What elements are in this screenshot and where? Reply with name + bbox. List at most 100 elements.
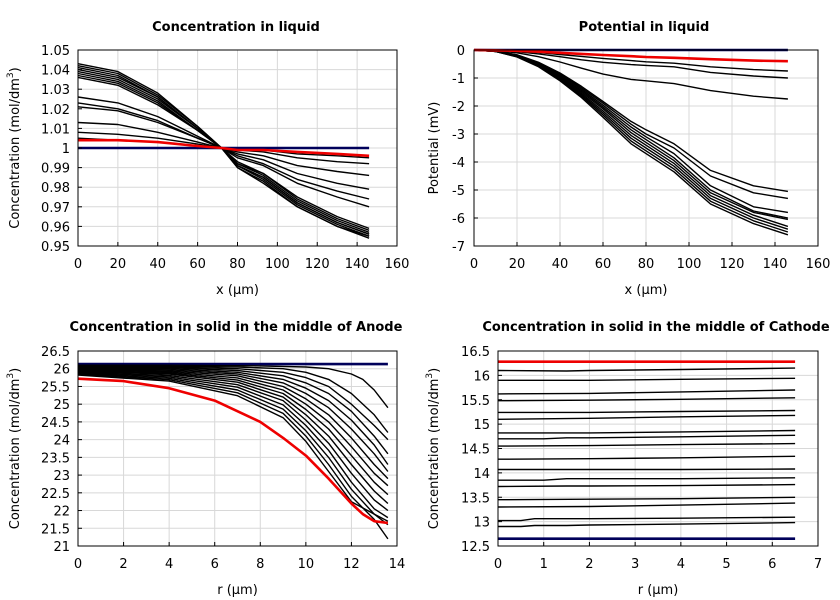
y-tick-label: 22.5 <box>41 487 70 502</box>
y-tick-label: 1.03 <box>41 83 70 98</box>
x-tick-label: 8 <box>256 557 264 572</box>
y-tick-label: 26.5 <box>41 345 70 360</box>
series-line-t9 <box>473 49 789 193</box>
y-tick-label: 1 <box>62 142 70 157</box>
y-tick-label: 15 <box>473 418 490 433</box>
series-line-a12 <box>77 372 389 519</box>
x-tick-label: 0 <box>74 557 82 572</box>
y-tick-label: 0.96 <box>41 220 70 235</box>
x-tick-label: 80 <box>229 257 246 272</box>
x-tick-label: 4 <box>165 557 173 572</box>
series-line-a2 <box>77 365 389 433</box>
chart-title: Concentration in liquid <box>152 20 320 35</box>
series-line-a8 <box>77 369 389 487</box>
y-tick-label: 0.98 <box>41 181 70 196</box>
y-axis-label-main: Concentration (mol/dm <box>8 78 23 229</box>
x-axis-label: x (μm) <box>625 283 668 298</box>
y-axis-label: Concentration (mol/dm3) <box>6 368 23 530</box>
x-tick-label: 2 <box>119 557 127 572</box>
series-line-a9 <box>77 370 389 496</box>
x-tick-label: 140 <box>345 257 370 272</box>
y-tick-label: 14 <box>473 467 490 482</box>
y-tick-label: 0 <box>457 44 465 59</box>
x-tick-label: 0 <box>470 257 478 272</box>
series-line-c9 <box>497 442 796 447</box>
series-line-c14 <box>497 397 796 402</box>
y-tick-label: 26 <box>53 363 70 378</box>
x-tick-label: 60 <box>595 257 612 272</box>
series-line-a6 <box>77 368 389 472</box>
series-line-c6 <box>498 477 796 481</box>
x-tick-label: 12 <box>343 557 360 572</box>
y-tick-label: 23 <box>53 469 70 484</box>
series-line-c13 <box>498 409 796 414</box>
x-tick-label: 5 <box>722 557 730 572</box>
y-axis-label: Concentration (mol/dm3) <box>6 67 23 229</box>
x-tick-label: 100 <box>265 257 290 272</box>
y-tick-label: 16 <box>473 369 490 384</box>
series-line-c12 <box>497 414 796 420</box>
x-tick-label: 10 <box>298 557 315 572</box>
series-line-a1 <box>78 364 389 409</box>
y-axis-label-main: Concentration (mol/dm <box>8 379 23 530</box>
y-tick-label: 12.5 <box>461 540 490 555</box>
x-tick-label: 20 <box>110 257 127 272</box>
series-line-a4 <box>77 366 389 455</box>
series-line-a7 <box>77 368 389 480</box>
x-tick-label: 3 <box>631 557 639 572</box>
y-tick-label: 15.5 <box>461 394 490 409</box>
y-tick-label: -3 <box>452 128 465 143</box>
chart-anode-solid-concentration: 0 2 4 6 8 10 12 142121.52222.52323.52424.52525.… <box>6 320 405 598</box>
series-line-c17 <box>497 367 796 372</box>
x-tick-label: 0 <box>494 557 502 572</box>
x-tick-label: 160 <box>806 257 831 272</box>
series-line-c7 <box>498 468 796 471</box>
y-tick-label: 1.02 <box>41 103 70 118</box>
series-line-a3 <box>77 365 389 441</box>
chart-title: Concentration in solid in the middle of … <box>482 320 830 335</box>
y-axis-label-sup: 3 <box>6 72 16 78</box>
x-tick-label: 40 <box>552 257 569 272</box>
x-tick-label: 120 <box>720 257 745 272</box>
y-tick-label: 25 <box>53 398 70 413</box>
y-tick-label: 13.5 <box>461 491 490 506</box>
series-line-t10 <box>473 49 788 100</box>
y-axis-label-sup: 3 <box>6 373 16 379</box>
y-axis-label-end: ) <box>427 368 442 373</box>
series-line-c10 <box>498 434 796 440</box>
series-line-a10 <box>77 370 389 505</box>
series-line-t8 <box>77 76 370 230</box>
x-tick-label: 140 <box>763 257 788 272</box>
y-axis-label-main: Concentration (mol/dm <box>427 379 442 530</box>
series-line-c16 <box>498 377 796 381</box>
series-line-c2 <box>498 516 796 522</box>
y-tick-label: 25.5 <box>41 380 70 395</box>
y-tick-label: 23.5 <box>41 451 70 466</box>
y-axis-label-end: ) <box>8 67 23 72</box>
x-tick-label: 160 <box>385 257 410 272</box>
series-line-c15 <box>497 389 796 395</box>
y-tick-label: -6 <box>452 212 465 227</box>
series-line-t7 <box>77 74 370 231</box>
series-line-t4 <box>77 68 370 235</box>
series-line-t3 <box>473 49 789 230</box>
series-line-a14 <box>77 373 389 540</box>
x-tick-label: 80 <box>638 257 655 272</box>
series-line-t10 <box>77 102 370 200</box>
series-line-c8 <box>497 455 796 460</box>
x-tick-label: 4 <box>677 557 685 572</box>
x-tick-label: 2 <box>585 557 593 572</box>
series-line-a5 <box>77 367 389 465</box>
plot-frame <box>77 350 398 547</box>
chart-title: Concentration in solid in the middle of … <box>70 320 403 335</box>
series-line-final <box>473 48 788 63</box>
x-tick-label: 6 <box>768 557 776 572</box>
x-tick-label: 120 <box>305 257 330 272</box>
y-tick-label: -4 <box>452 156 465 171</box>
x-tick-label: 1 <box>540 557 548 572</box>
series-line-t9 <box>77 96 370 208</box>
y-tick-label: -1 <box>452 72 465 87</box>
series-line-final <box>77 377 389 525</box>
y-tick-label: 21.5 <box>41 522 70 537</box>
y-tick-label: 1.04 <box>41 64 70 79</box>
